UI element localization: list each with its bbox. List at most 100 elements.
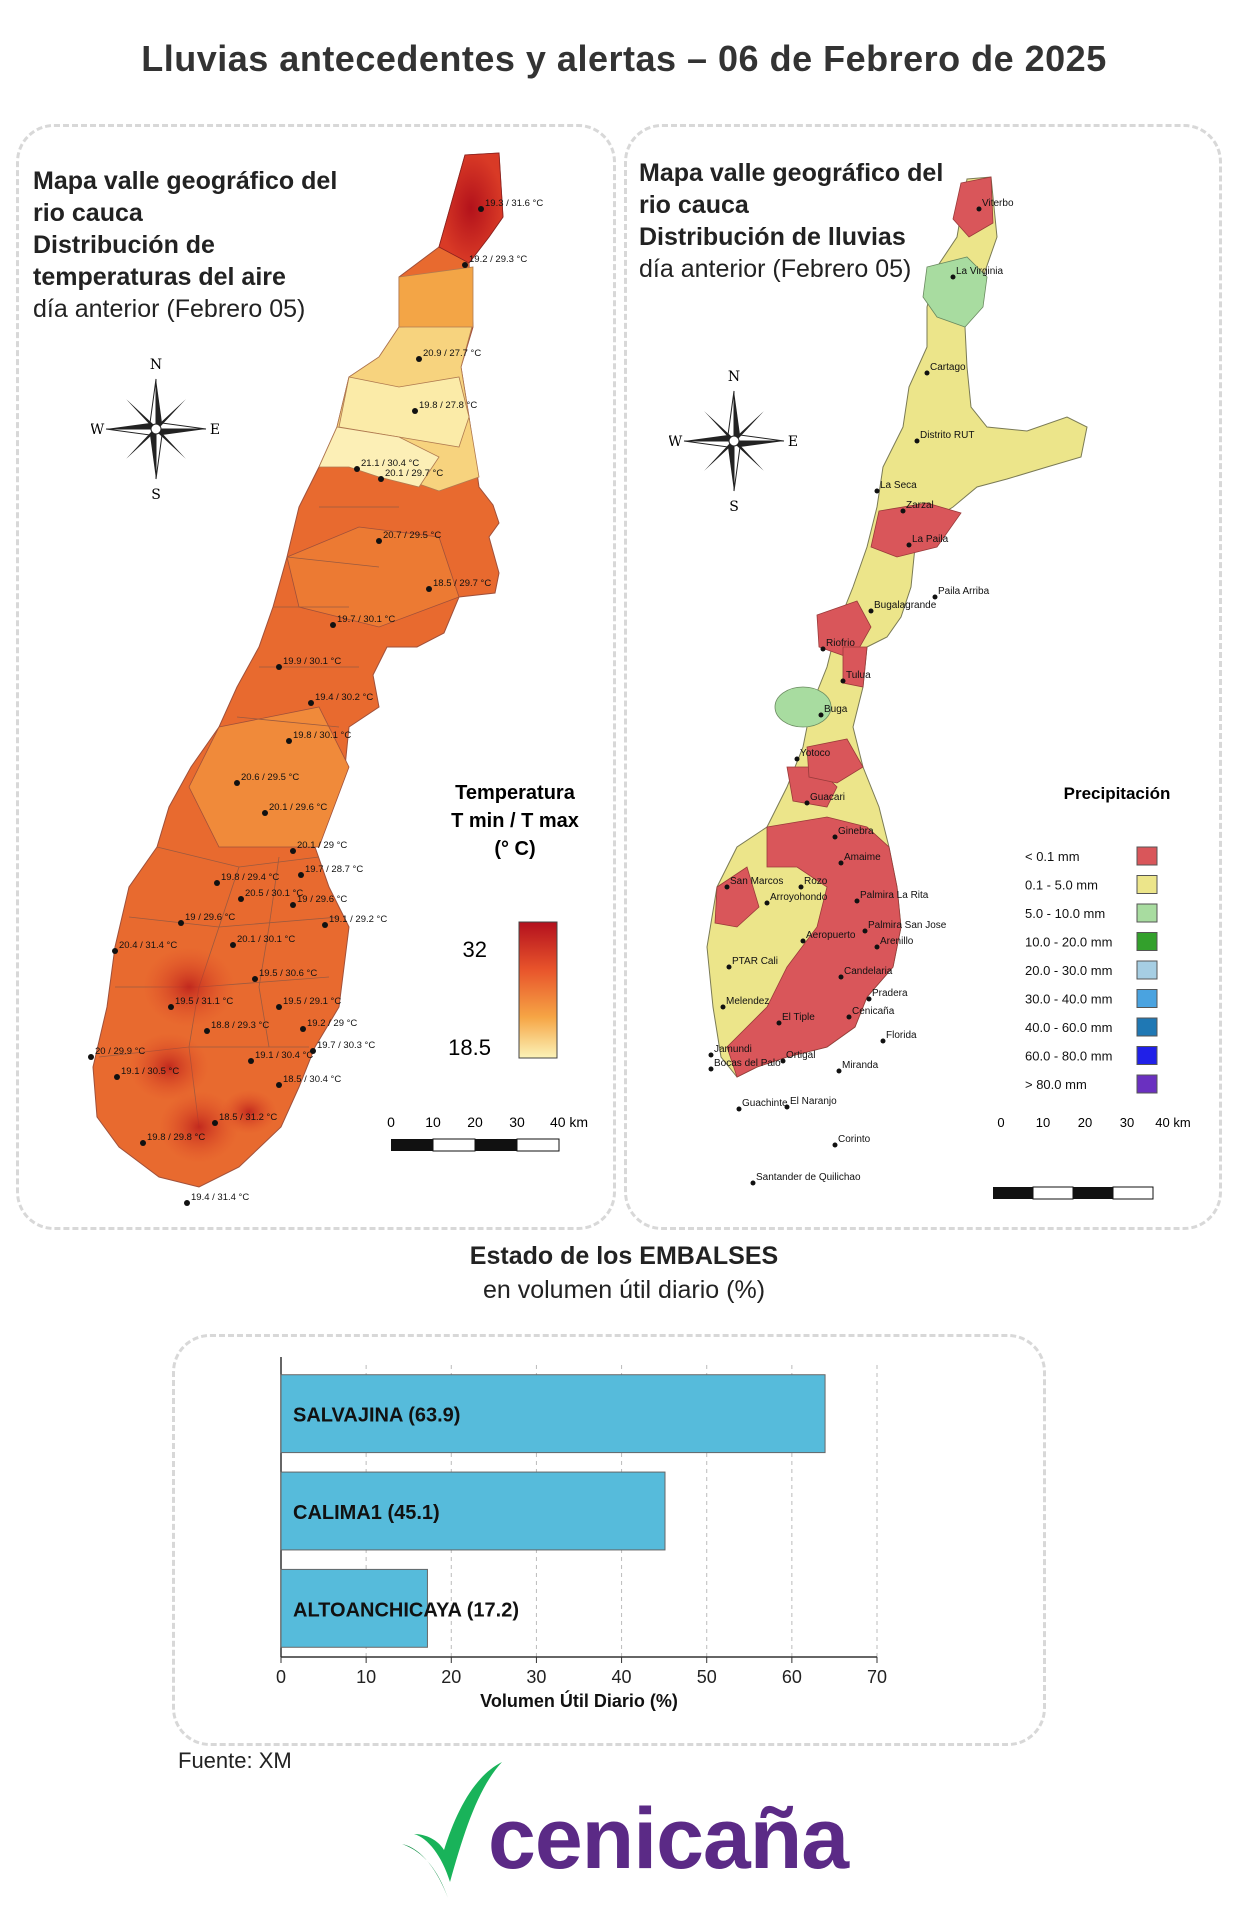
rain-legend-label: < 0.1 mm xyxy=(1025,849,1080,864)
rainfall-place-label: La Virginia xyxy=(956,266,1004,277)
temperature-station-label: 20.5 / 30.1 °C xyxy=(245,888,303,899)
temperature-station-dot xyxy=(322,922,328,928)
rainfall-place-label: Riofrio xyxy=(826,638,855,649)
x-tick-label: 70 xyxy=(867,1667,887,1687)
temp-legend-min: 18.5 xyxy=(448,1035,491,1060)
temperature-station-label: 20.1 / 29.6 °C xyxy=(269,802,327,813)
temperature-station-label: 19.1 / 30.4 °C xyxy=(255,1050,313,1061)
rain-legend-swatch xyxy=(1136,1046,1158,1065)
temperature-station-label: 20.4 / 31.4 °C xyxy=(119,940,177,951)
svg-text:E: E xyxy=(788,434,798,450)
rainfall-place-dot xyxy=(880,1038,886,1044)
temperature-station-label: 19.8 / 29.4 °C xyxy=(221,872,279,883)
rainfall-place-label: San Marcos xyxy=(730,876,783,887)
temperature-station-label: 20.1 / 29 °C xyxy=(297,840,347,851)
rain-legend-label: 60.0 - 80.0 mm xyxy=(1025,1049,1112,1064)
temp-legend-title-2: T min / T max xyxy=(451,810,579,832)
temperature-station-label: 18.5 / 29.7 °C xyxy=(433,578,491,589)
temperature-station-label: 19 / 29.6 °C xyxy=(185,912,235,923)
temperature-station-label: 21.1 / 30.4 °C xyxy=(361,458,419,469)
rainfall-place-dot xyxy=(780,1058,786,1064)
compass-rose-icon: N S E W xyxy=(669,369,798,513)
temperature-station-dot xyxy=(212,1120,218,1126)
rainfall-place-dot xyxy=(866,996,872,1002)
temperature-station-dot xyxy=(114,1074,120,1080)
rainfall-place-label: El Naranjo xyxy=(790,1096,837,1107)
rainfall-map: Viterbo La Virginia Cartago Distrito RUT La … xyxy=(706,176,1191,1200)
svg-text:30: 30 xyxy=(509,1114,525,1130)
rainfall-place-dot xyxy=(708,1066,714,1072)
rainfall-place-dot xyxy=(846,1014,852,1020)
rainfall-place-label: Jamundi xyxy=(714,1044,752,1055)
temperature-station-label: 20.1 / 30.1 °C xyxy=(237,934,295,945)
temperature-station-dot xyxy=(238,896,244,902)
temperature-station-dot xyxy=(262,810,268,816)
x-tick-label: 0 xyxy=(276,1667,286,1687)
temperature-station-label: 19.5 / 31.1 °C xyxy=(175,996,233,1007)
rain-legend-swatch xyxy=(1136,875,1158,894)
temperature-station-label: 19.9 / 30.1 °C xyxy=(283,656,341,667)
temperature-station-dot xyxy=(276,1004,282,1010)
x-tick-label: 60 xyxy=(782,1667,802,1687)
rain-legend-label: 40.0 - 60.0 mm xyxy=(1025,1020,1112,1035)
temperature-stations: 19.3 / 31.6 °C 19.2 / 29.3 °C 20.9 / 27.7 … xyxy=(88,198,543,1206)
temp-scale-bar: 0 10 20 30 40 km xyxy=(387,1114,588,1152)
temperature-station-dot xyxy=(376,538,382,544)
temperature-station-dot xyxy=(234,780,240,786)
rain-legend-swatch xyxy=(1136,960,1158,980)
svg-text:0: 0 xyxy=(997,1115,1004,1130)
compass-rose-icon: N S E W xyxy=(91,357,220,501)
rainfall-place-label: Viterbo xyxy=(982,198,1014,209)
svg-text:10: 10 xyxy=(425,1114,441,1130)
temperature-station-label: 19.5 / 29.1 °C xyxy=(283,996,341,1007)
rainfall-place-label: Paila Arriba xyxy=(938,586,990,597)
rain-legend-swatch xyxy=(1136,1017,1158,1037)
rainfall-place-dot xyxy=(726,964,732,970)
rain-legend-swatch xyxy=(1136,903,1158,923)
temperature-station-dot xyxy=(276,1082,282,1088)
rainfall-place-dot xyxy=(832,1142,838,1148)
reservoirs-bar-chart: 0 10 20 30 40 50 60 70 SALVAJINA (63.9) CALIMA1 (… xyxy=(276,1357,887,1711)
temperature-station-dot xyxy=(168,1004,174,1010)
svg-text:20: 20 xyxy=(467,1114,483,1130)
rainfall-place-dot xyxy=(794,756,800,762)
rain-legend-swatch xyxy=(1136,932,1158,951)
rainfall-place-dot xyxy=(838,974,844,980)
rainfall-place-label: Zarzal xyxy=(906,500,934,511)
svg-text:10: 10 xyxy=(1036,1115,1050,1130)
x-tick-label: 20 xyxy=(441,1667,461,1687)
temperature-station-dot xyxy=(290,848,296,854)
temperature-station-label: 18.8 / 29.3 °C xyxy=(211,1020,269,1031)
temperature-map-title: Mapa valle geográfico del rio cauca Dist… xyxy=(33,167,338,323)
rainfall-place-dot xyxy=(914,438,920,444)
temperature-station-dot xyxy=(286,738,292,744)
rainfall-place-dot xyxy=(932,594,938,600)
bar xyxy=(280,1568,428,1648)
rainfall-place-dot xyxy=(840,678,846,684)
rainfall-place-dot xyxy=(832,834,838,840)
temperature-map-subtitle: día anterior (Febrero 05) xyxy=(33,295,306,323)
temperature-station-label: 20.9 / 27.7 °C xyxy=(423,348,481,359)
rain-legend-swatch xyxy=(1136,846,1158,866)
rainfall-place-dot xyxy=(906,542,912,548)
temperature-station-dot xyxy=(140,1140,146,1146)
compass-s: S xyxy=(151,487,161,501)
temperature-station-label: 20.7 / 29.5 °C xyxy=(383,530,441,541)
bar-label: ALTOANCHICAYA (17.2) xyxy=(293,1599,519,1621)
rainfall-place-dot xyxy=(776,1020,782,1026)
temperature-station-dot xyxy=(204,1028,210,1034)
temperature-station-dot xyxy=(112,948,118,954)
temp-legend-colorbar xyxy=(518,921,558,1059)
temperature-station-dot xyxy=(184,1200,190,1206)
temp-legend-max: 32 xyxy=(463,937,487,962)
temperature-station-label: 20 / 29.9 °C xyxy=(95,1046,145,1057)
rainfall-place-dot xyxy=(764,900,770,906)
rainfall-place-label: Yotoco xyxy=(800,748,831,759)
temperature-station-dot xyxy=(462,262,468,268)
rainfall-place-dot xyxy=(820,646,826,652)
rainfall-place-label: Santander de Quilichao xyxy=(756,1172,861,1183)
svg-text:S: S xyxy=(729,499,739,513)
rainfall-place-dot xyxy=(724,884,730,890)
rain-legend-label: 10.0 - 20.0 mm xyxy=(1025,935,1112,950)
temperature-station-label: 19.8 / 30.1 °C xyxy=(293,730,351,741)
